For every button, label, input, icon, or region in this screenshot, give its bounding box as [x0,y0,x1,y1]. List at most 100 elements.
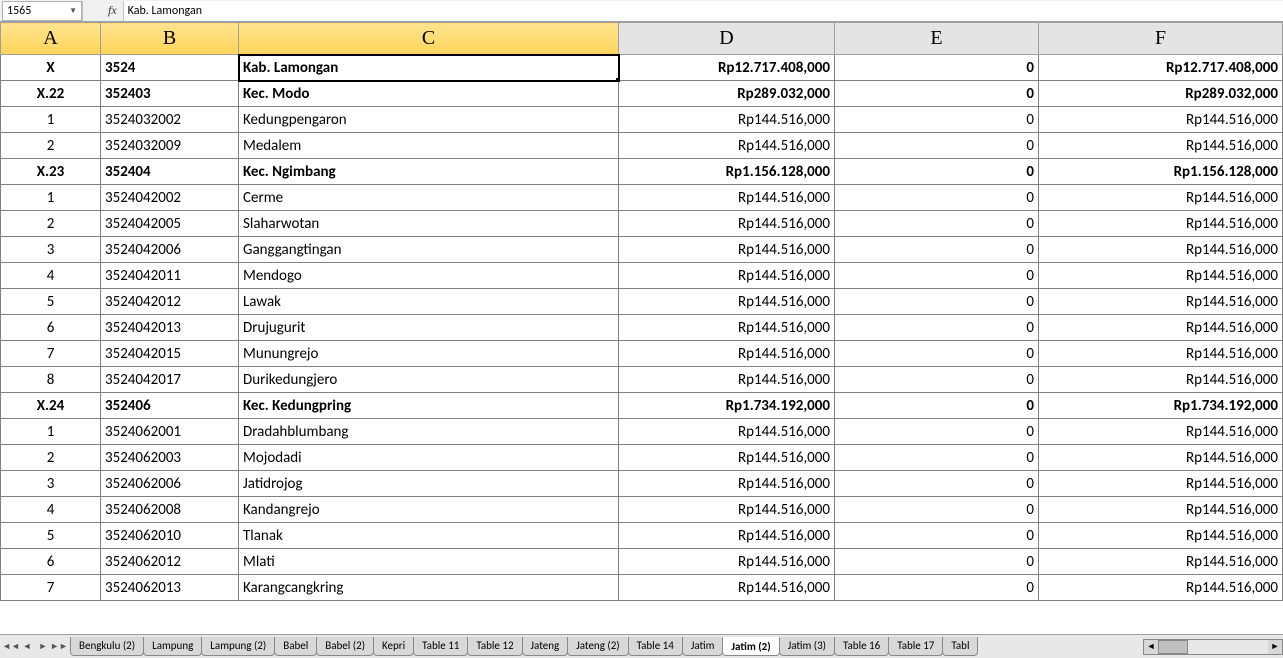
cell[interactable]: 0 [835,133,1039,159]
sheet-tab[interactable]: Jatim (2) [722,637,779,656]
col-header-a[interactable]: A [1,23,101,55]
cell[interactable]: 3524062006 [101,471,239,497]
cell[interactable]: 3524062001 [101,419,239,445]
cell[interactable]: Rp144.516,000 [1039,107,1283,133]
cell[interactable]: 3524062003 [101,445,239,471]
cell[interactable]: 0 [835,445,1039,471]
cell[interactable]: 2 [1,133,101,159]
cell[interactable]: 0 [835,367,1039,393]
tab-nav-first-icon[interactable]: ◄◄ [4,639,18,655]
cell[interactable]: Rp12.717.408,000 [619,55,835,81]
cell[interactable]: Kedungpengaron [239,107,619,133]
cell[interactable]: 352404 [101,159,239,185]
cell[interactable]: Rp144.516,000 [1039,133,1283,159]
cell[interactable]: 352403 [101,81,239,107]
cell[interactable]: 6 [1,315,101,341]
sheet-tab[interactable]: Babel [274,637,317,656]
cell[interactable]: Kec. Modo [239,81,619,107]
cell[interactable]: 1 [1,185,101,211]
cell[interactable]: 1 [1,107,101,133]
cell[interactable]: Rp144.516,000 [619,185,835,211]
cell[interactable]: Rp144.516,000 [1039,445,1283,471]
sheet-tab[interactable]: Lampung [143,637,202,656]
scroll-track[interactable] [1158,640,1268,654]
cell[interactable]: Cerme [239,185,619,211]
cell[interactable]: 3524042013 [101,315,239,341]
cell[interactable]: 2 [1,445,101,471]
cell[interactable]: 8 [1,367,101,393]
cell[interactable]: Rp144.516,000 [1039,341,1283,367]
cell[interactable]: Rp144.516,000 [1039,419,1283,445]
cell[interactable]: Rp144.516,000 [619,419,835,445]
dropdown-icon[interactable]: ▼ [69,6,77,16]
sheet-tab[interactable]: Jatim [682,637,724,656]
cell[interactable]: 0 [835,211,1039,237]
cell[interactable]: X.24 [1,393,101,419]
cell[interactable]: 3524 [101,55,239,81]
cell[interactable]: Rp144.516,000 [619,497,835,523]
cell[interactable]: 0 [835,419,1039,445]
cell[interactable]: Mojodadi [239,445,619,471]
cell[interactable]: Kec. Kedungpring [239,393,619,419]
cell[interactable]: Rp12.717.408,000 [1039,55,1283,81]
sheet-tab[interactable]: Table 16 [834,637,889,656]
cell[interactable]: Rp144.516,000 [619,263,835,289]
name-box[interactable]: 1565 ▼ [2,1,82,21]
cell[interactable]: Rp144.516,000 [619,289,835,315]
cell[interactable]: Jatidrojog [239,471,619,497]
cell[interactable]: 3524042017 [101,367,239,393]
cell[interactable]: Medalem [239,133,619,159]
col-header-c[interactable]: C [239,23,619,55]
cell[interactable]: 3524042002 [101,185,239,211]
cell[interactable]: Ganggangtingan [239,237,619,263]
cell[interactable]: Rp1.156.128,000 [619,159,835,185]
cell[interactable]: Rp144.516,000 [619,575,835,601]
col-header-e[interactable]: E [835,23,1039,55]
cell[interactable]: Rp144.516,000 [619,107,835,133]
cell[interactable]: Rp144.516,000 [1039,315,1283,341]
cell[interactable]: Lawak [239,289,619,315]
fx-icon[interactable]: fx [102,3,123,18]
cell[interactable]: 0 [835,107,1039,133]
cell[interactable]: Rp144.516,000 [619,445,835,471]
cell[interactable]: Rp144.516,000 [619,549,835,575]
cell[interactable]: 0 [835,55,1039,81]
cell[interactable]: 4 [1,263,101,289]
cell[interactable]: Rp144.516,000 [1039,497,1283,523]
cell[interactable]: 5 [1,523,101,549]
cell[interactable]: 3 [1,471,101,497]
sheet-tab[interactable]: Table 14 [628,637,683,656]
cell[interactable]: 1 [1,419,101,445]
cell[interactable]: 0 [835,159,1039,185]
cell[interactable]: 3524042006 [101,237,239,263]
cell[interactable]: 0 [835,185,1039,211]
cell[interactable]: 3524042012 [101,289,239,315]
scroll-thumb[interactable] [1158,640,1188,654]
cell[interactable]: Rp144.516,000 [1039,549,1283,575]
cell[interactable]: Rp144.516,000 [619,237,835,263]
cell[interactable]: Mlati [239,549,619,575]
cell[interactable]: 0 [835,393,1039,419]
cell[interactable]: X.23 [1,159,101,185]
cell[interactable]: Munungrejo [239,341,619,367]
sheet-tab[interactable]: Jatim (3) [779,637,835,656]
cell[interactable]: Rp144.516,000 [1039,185,1283,211]
cell[interactable]: 4 [1,497,101,523]
cell[interactable]: 0 [835,549,1039,575]
sheet-tab[interactable]: Lampung (2) [201,637,275,656]
cell[interactable]: Rp144.516,000 [619,211,835,237]
cell[interactable]: Dradahblumbang [239,419,619,445]
sheet-tab[interactable]: Table 17 [888,637,943,656]
cell[interactable]: Drujugurit [239,315,619,341]
cell[interactable]: 0 [835,575,1039,601]
tab-nav-next-icon[interactable]: ► [36,639,50,655]
cell[interactable]: Rp144.516,000 [1039,575,1283,601]
cell[interactable]: Rp1.734.192,000 [619,393,835,419]
cell[interactable]: Mendogo [239,263,619,289]
cell[interactable]: 3524042005 [101,211,239,237]
scroll-left-icon[interactable]: ◄ [1144,641,1158,652]
cell[interactable]: 0 [835,263,1039,289]
cell[interactable]: 6 [1,549,101,575]
sheet-tab[interactable]: Tabl [942,637,978,656]
cell[interactable]: 3524042011 [101,263,239,289]
